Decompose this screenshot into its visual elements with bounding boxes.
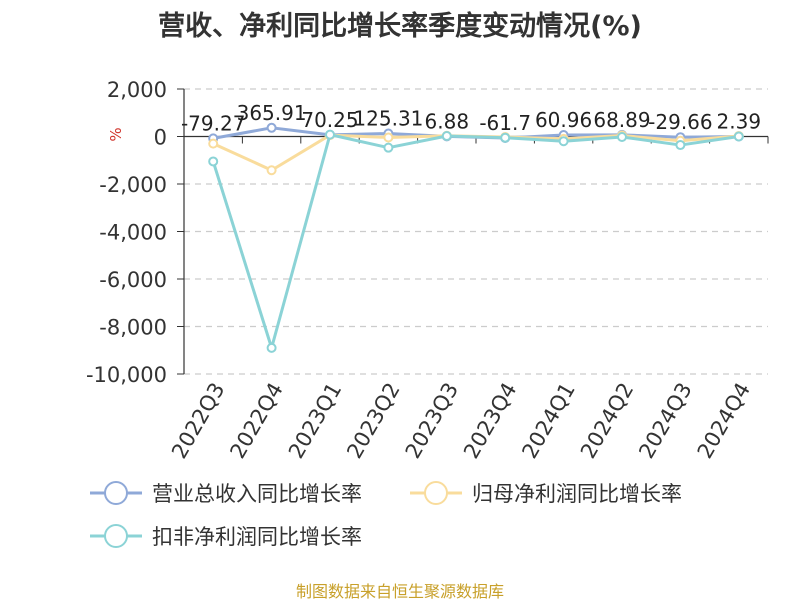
data-point-2 bbox=[208, 156, 219, 167]
y-tick-label: -2,000 bbox=[99, 173, 167, 197]
data-point-0 bbox=[266, 122, 277, 133]
grid-lines bbox=[184, 88, 768, 375]
data-source: 制图数据来自恒生聚源数据库 bbox=[295, 582, 504, 601]
data-point-1 bbox=[208, 138, 219, 149]
data-point-1 bbox=[266, 165, 277, 176]
legend-item-revenue[interactable]: 营业总收入同比增长率 bbox=[90, 478, 362, 508]
x-tick-label: 2022Q3 bbox=[167, 379, 229, 463]
data-label: 70.25 bbox=[301, 108, 358, 132]
x-tick-label: 2023Q1 bbox=[284, 379, 346, 463]
y-tick-label: -8,000 bbox=[99, 316, 167, 340]
data-label: 2.39 bbox=[717, 109, 762, 133]
y-tick-label: -4,000 bbox=[99, 221, 167, 245]
data-point-2 bbox=[500, 132, 511, 143]
legend-marker-deducted-profit bbox=[90, 524, 142, 548]
y-axis-label: % bbox=[107, 127, 125, 141]
x-tick-label: 2022Q4 bbox=[225, 379, 287, 463]
legend-label-net-profit: 归母净利润同比增长率 bbox=[472, 482, 682, 506]
legend-item-deducted-profit[interactable]: 扣非净利润同比增长率 bbox=[90, 521, 362, 551]
x-tick-label: 2024Q4 bbox=[693, 379, 755, 463]
x-tick-label: 2024Q3 bbox=[634, 379, 696, 463]
chart-title: 营收、净利同比增长率季度变动情况(%) bbox=[158, 11, 642, 42]
y-tick-label: -10,000 bbox=[86, 363, 167, 387]
data-point-2 bbox=[266, 342, 277, 353]
y-tick-label: 2,000 bbox=[107, 78, 167, 102]
data-point-2 bbox=[558, 136, 569, 147]
x-tick-label: 2023Q3 bbox=[401, 379, 463, 463]
legend-marker-net-profit bbox=[410, 481, 462, 505]
data-label: 125.31 bbox=[353, 107, 423, 131]
legend-item-net-profit[interactable]: 归母净利润同比增长率 bbox=[410, 478, 682, 508]
data-label: 68.89 bbox=[593, 108, 650, 132]
y-tick-label: -6,000 bbox=[99, 268, 167, 292]
x-tick-label: 2023Q2 bbox=[342, 379, 404, 463]
data-point-2 bbox=[441, 131, 452, 142]
y-tick-label: 0 bbox=[154, 126, 167, 150]
data-label: -79.27 bbox=[181, 111, 245, 135]
series-line-2 bbox=[211, 133, 740, 350]
data-point-2 bbox=[325, 129, 335, 140]
x-tick-label: 2023Q4 bbox=[459, 379, 521, 463]
data-label: -61.7 bbox=[479, 111, 531, 135]
x-tick-label: 2024Q2 bbox=[576, 379, 638, 463]
data-point-2 bbox=[617, 131, 627, 142]
x-tick-label: 2024Q1 bbox=[517, 379, 579, 463]
series-lines bbox=[208, 122, 744, 353]
x-tick-labels: 2022Q32022Q42023Q12023Q22023Q32023Q42024… bbox=[167, 379, 755, 463]
data-label: 60.96 bbox=[535, 108, 592, 132]
data-label: -29.66 bbox=[648, 110, 712, 134]
data-point-1 bbox=[383, 132, 394, 143]
data-point-2 bbox=[733, 131, 744, 142]
data-label: 6.88 bbox=[425, 109, 470, 133]
data-point-2 bbox=[675, 140, 686, 151]
legend-label-revenue: 营业总收入同比增长率 bbox=[152, 482, 362, 506]
legend-label-deducted-profit: 扣非净利润同比增长率 bbox=[152, 525, 362, 549]
legend-marker-revenue bbox=[90, 481, 142, 505]
data-point-2 bbox=[383, 142, 394, 153]
data-label: 365.91 bbox=[237, 101, 307, 125]
y-tick-labels: 2,000 0 -2,000 -4,000 -6,000 -8,000 -10,000 bbox=[86, 78, 167, 387]
